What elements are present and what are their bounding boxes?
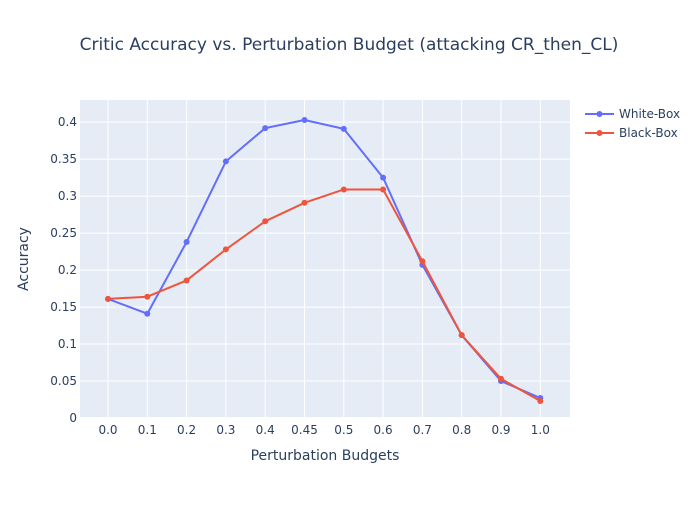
data-point[interactable] xyxy=(144,310,151,317)
data-point[interactable] xyxy=(222,246,229,253)
x-tick-label: 0.45 xyxy=(291,423,318,437)
series-layer xyxy=(105,116,544,404)
data-point[interactable] xyxy=(458,332,465,339)
plot-area xyxy=(80,100,570,418)
y-axis-title: Accuracy xyxy=(16,227,32,291)
x-tick-label: 0.8 xyxy=(452,423,471,437)
legend-item[interactable]: White-Box xyxy=(585,107,680,121)
data-point[interactable] xyxy=(301,199,308,206)
x-tick-label: 0.5 xyxy=(334,423,353,437)
data-point[interactable] xyxy=(183,277,190,284)
data-point[interactable] xyxy=(262,125,269,132)
data-point[interactable] xyxy=(262,218,269,225)
data-point[interactable] xyxy=(419,258,426,265)
data-point[interactable] xyxy=(340,186,347,193)
legend-label: Black-Box xyxy=(619,126,678,140)
x-tick-labels: 0.0 0.1 0.2 0.3 0.4 0.45 0.5 0.6 0.7 0.8 0.9 1.0 xyxy=(98,423,549,437)
legend-label: White-Box xyxy=(619,107,680,121)
y-tick-labels: 0 0.05 0.1 0.15 0.2 0.25 0.3 0.35 0.4 xyxy=(50,115,77,425)
data-point[interactable] xyxy=(222,158,229,165)
data-point[interactable] xyxy=(380,186,387,193)
data-point[interactable] xyxy=(144,293,151,300)
x-tick-label: 0.7 xyxy=(413,423,432,437)
y-tick-label: 0.3 xyxy=(58,189,77,203)
chart-title: Critic Accuracy vs. Perturbation Budget … xyxy=(80,35,619,55)
data-point[interactable] xyxy=(537,397,544,404)
x-tick-label: 0.9 xyxy=(491,423,510,437)
data-point[interactable] xyxy=(105,295,111,302)
y-tick-label: 0 xyxy=(69,411,77,425)
x-tick-label: 0.0 xyxy=(98,423,117,437)
x-tick-label: 0.2 xyxy=(177,423,196,437)
x-tick-label: 0.4 xyxy=(256,423,275,437)
data-point[interactable] xyxy=(340,125,347,132)
y-tick-label: 0.2 xyxy=(58,263,77,277)
data-point[interactable] xyxy=(498,375,504,382)
legend-marker-icon xyxy=(596,111,603,117)
x-tick-label: 1.0 xyxy=(531,423,550,437)
y-tick-label: 0.4 xyxy=(58,115,77,129)
legend-marker-icon xyxy=(596,130,603,136)
series-black-box xyxy=(105,186,544,404)
y-tick-label: 0.1 xyxy=(58,337,77,351)
x-axis-title: Perturbation Budgets xyxy=(251,448,400,464)
legend[interactable]: White-Box Black-Box xyxy=(585,107,680,140)
x-tick-label: 0.6 xyxy=(374,423,393,437)
series-line xyxy=(107,188,541,402)
data-point[interactable] xyxy=(301,116,308,123)
x-tick-label: 0.3 xyxy=(216,423,235,437)
data-point[interactable] xyxy=(183,238,190,245)
x-tick-label: 0.1 xyxy=(138,423,157,437)
y-tick-label: 0.35 xyxy=(50,152,77,166)
data-point[interactable] xyxy=(380,174,387,181)
legend-item[interactable]: Black-Box xyxy=(585,126,678,140)
y-tick-label: 0.25 xyxy=(50,226,77,240)
y-tick-label: 0.15 xyxy=(50,300,77,314)
y-tick-label: 0.05 xyxy=(50,374,77,388)
